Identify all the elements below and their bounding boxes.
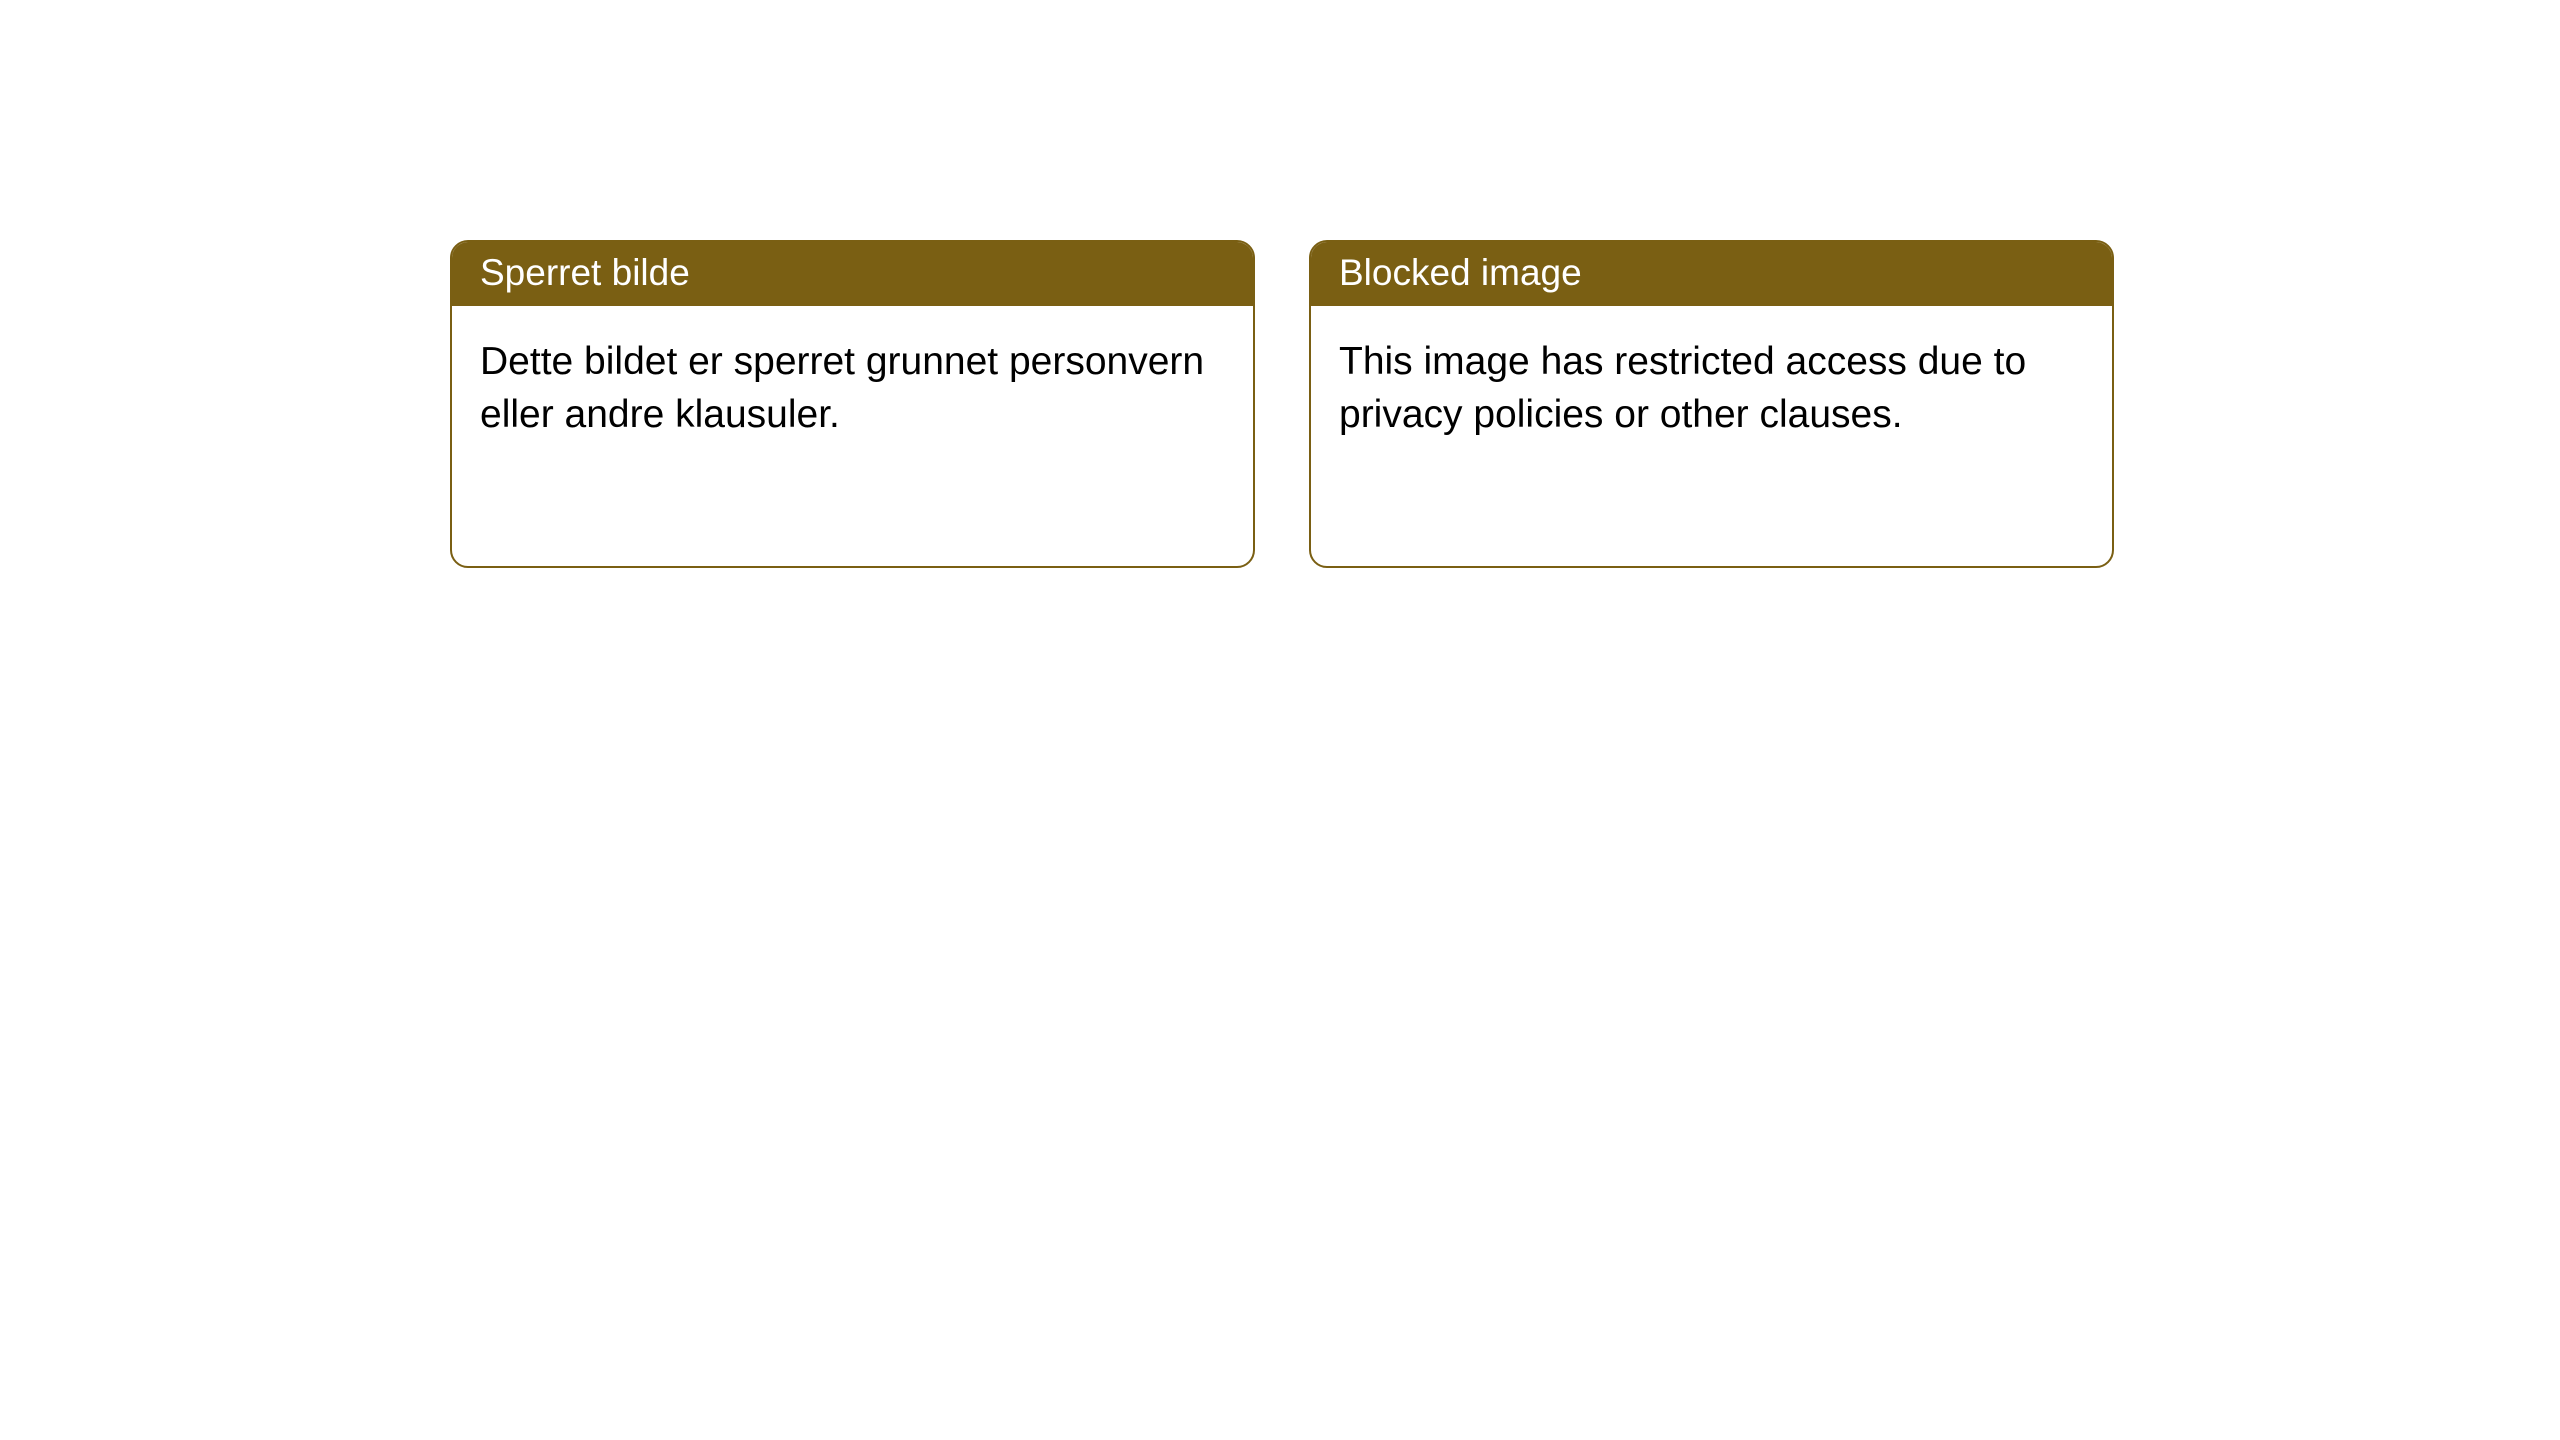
notice-card-norwegian: Sperret bilde Dette bildet er sperret gr… xyxy=(450,240,1255,568)
notice-container: Sperret bilde Dette bildet er sperret gr… xyxy=(450,240,2114,568)
notice-header-norwegian: Sperret bilde xyxy=(452,242,1253,306)
notice-header-english: Blocked image xyxy=(1311,242,2112,306)
notice-body-norwegian: Dette bildet er sperret grunnet personve… xyxy=(452,306,1253,566)
notice-card-english: Blocked image This image has restricted … xyxy=(1309,240,2114,568)
notice-body-english: This image has restricted access due to … xyxy=(1311,306,2112,566)
